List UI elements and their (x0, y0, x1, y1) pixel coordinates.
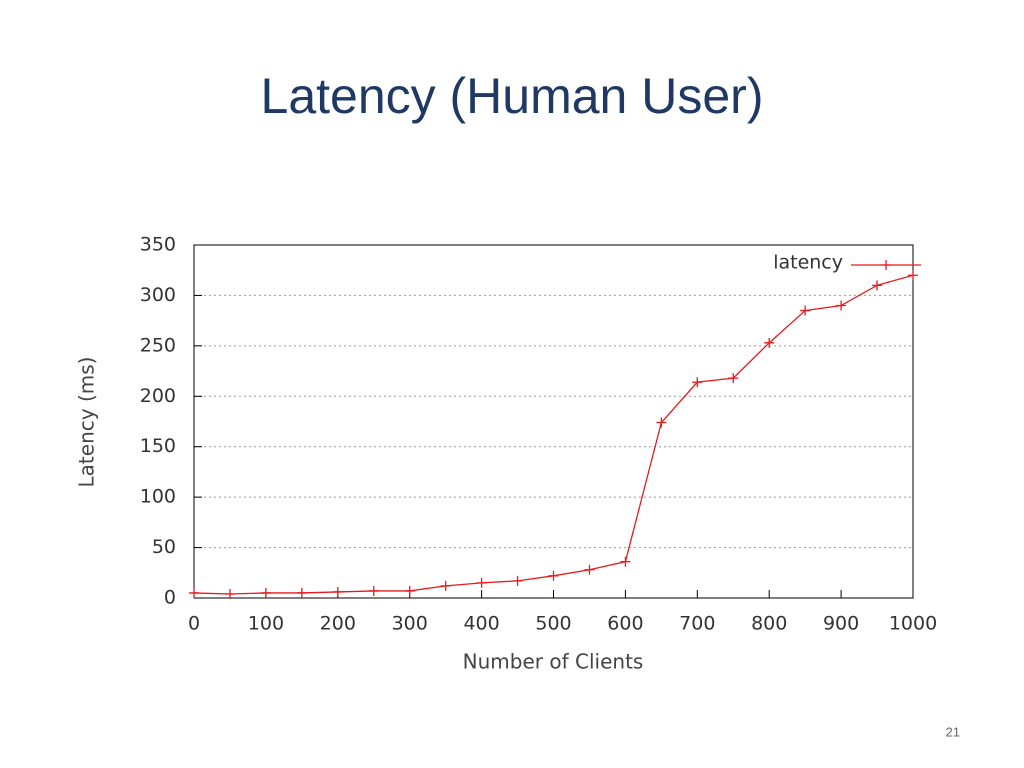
data-point (440, 580, 451, 591)
y-tick-label: 350 (140, 234, 176, 256)
data-point (332, 586, 343, 597)
y-axis-label: Latency (ms) (75, 357, 99, 488)
legend-label: latency (773, 252, 843, 274)
data-point (476, 577, 487, 588)
x-tick-label: 400 (463, 613, 499, 635)
plot-border (193, 244, 914, 599)
x-tick-label: 300 (392, 613, 428, 635)
x-tick-label: 100 (248, 613, 284, 635)
data-point (584, 564, 595, 575)
data-point (836, 300, 847, 311)
data-line (193, 274, 914, 595)
y-tick-label: 50 (152, 536, 176, 558)
x-tick-label: 500 (535, 613, 571, 635)
data-point (692, 377, 703, 388)
x-tick-label: 200 (320, 613, 356, 635)
data-point (512, 575, 523, 586)
y-tick-label: 300 (140, 284, 176, 306)
x-tick-label: 900 (823, 613, 859, 635)
x-tick-label: 0 (188, 613, 200, 635)
data-point (764, 337, 775, 348)
y-tick-label: 100 (140, 486, 176, 508)
data-point (548, 570, 559, 581)
data-point (189, 587, 199, 598)
data-point (404, 585, 415, 596)
legend-marker (881, 260, 891, 270)
data-point (908, 270, 918, 281)
slide-title: Latency (Human User) (261, 68, 764, 124)
x-tick-label: 600 (607, 613, 643, 635)
data-point (800, 305, 811, 316)
data-point (872, 280, 883, 291)
data-point (224, 588, 235, 599)
data-point (368, 585, 379, 596)
data-point (296, 587, 307, 598)
data-point (728, 373, 739, 384)
y-tick-label: 200 (140, 385, 176, 407)
x-tick-label: 800 (751, 613, 787, 635)
data-point (620, 556, 631, 567)
data-point (260, 587, 271, 598)
page-number: 21 (946, 724, 960, 739)
data-point (656, 417, 667, 428)
x-tick-label: 700 (679, 613, 715, 635)
x-tick-label: 1000 (889, 613, 937, 635)
y-tick-label: 250 (140, 334, 176, 356)
x-axis-label: Number of Clients (463, 650, 644, 674)
y-tick-label: 0 (164, 587, 176, 609)
y-tick-label: 150 (140, 435, 176, 457)
